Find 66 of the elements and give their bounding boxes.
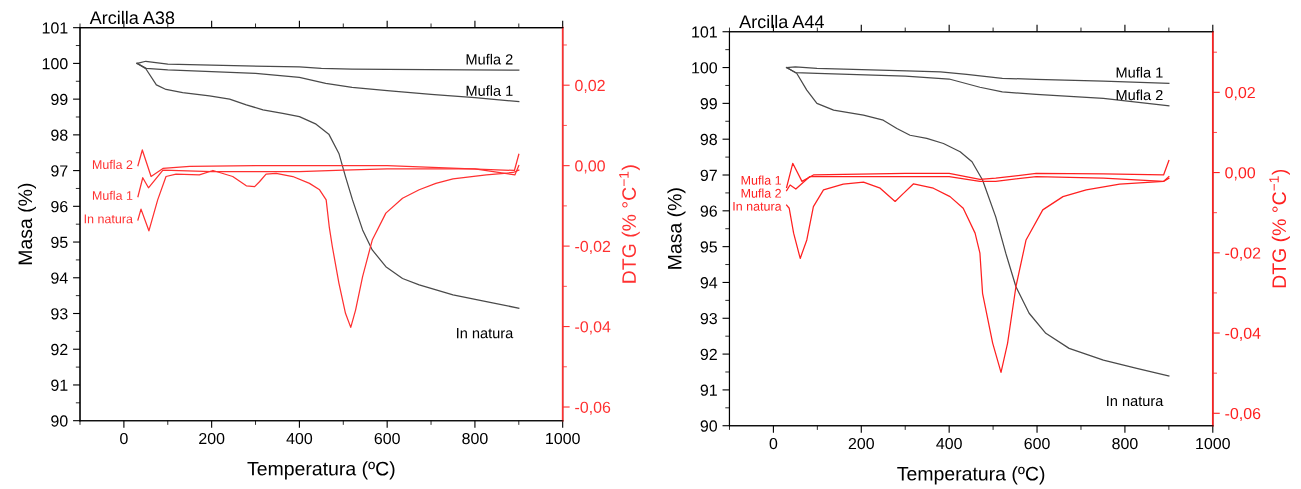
y2-tick-label: 0,02 <box>575 79 605 94</box>
y2-tick-label: 0,00 <box>575 160 605 174</box>
x-tick-label: 400 <box>286 432 313 445</box>
x-tick-label: 0 <box>769 437 778 450</box>
y2-tick-label: -0,04 <box>1225 327 1261 341</box>
y-tick-label: 98 <box>51 129 68 141</box>
y-tick-label: 94 <box>51 272 68 284</box>
x-tick-label: 200 <box>199 432 225 445</box>
y-tick-label: 92 <box>700 348 717 361</box>
x-tick-label: 400 <box>936 437 962 450</box>
series-label: Mufla 1 <box>466 85 513 96</box>
y-tick-label: 94 <box>700 277 718 289</box>
y-tick-label: 95 <box>51 236 68 248</box>
y-tick-label: 91 <box>700 384 717 396</box>
y-tick-label: 100 <box>42 58 68 70</box>
y2-tick-label: 0,02 <box>1225 86 1255 101</box>
y2-axis-title: DTG (% °C$^{−1}$) <box>1269 169 1290 288</box>
series-label: Mufla 1 <box>92 190 133 200</box>
y2-tick-label: 0,00 <box>1225 167 1256 181</box>
y-tick-label: 99 <box>700 98 717 110</box>
series-label: In natura <box>457 328 514 339</box>
y-tick-label: 101 <box>42 22 68 34</box>
series-label: Mufla 2 <box>466 53 513 65</box>
x-tick-label: 800 <box>462 432 488 445</box>
series-label: Mufla 2 <box>741 188 781 198</box>
y-tick-label: 101 <box>692 26 717 38</box>
y2-tick-label: -0,06 <box>575 401 611 415</box>
y-tick-label: 99 <box>51 93 68 106</box>
chart-title: Arcilla A44 <box>739 14 824 29</box>
y2-axis-title: DTG (% °C$^{−1}$) <box>619 165 640 283</box>
chart-title: Arcilla A38 <box>89 10 175 25</box>
y2-tick-label: -0,06 <box>1225 407 1261 422</box>
y-tick-label: 100 <box>692 62 718 74</box>
y-tick-label: 90 <box>51 415 68 427</box>
series-label: Mufla 1 <box>741 175 781 185</box>
y2-tick-label: -0,02 <box>1225 247 1261 261</box>
y-tick-label: 96 <box>51 200 68 213</box>
x-tick-label: 1000 <box>1196 437 1230 450</box>
y2-tick-label: -0,02 <box>575 240 611 254</box>
x-tick-label: 800 <box>1112 437 1138 450</box>
y-tick-label: 90 <box>700 420 718 432</box>
x-tick-label: 200 <box>848 437 874 450</box>
y-tick-label: 97 <box>700 169 717 181</box>
y-axis-title: Masa (%) <box>17 183 36 265</box>
x-axis-title: Temperatura (ºC) <box>247 461 395 480</box>
y-tick-label: 98 <box>700 133 717 146</box>
y-tick-label: 97 <box>51 165 68 177</box>
series-label: In natura <box>84 214 133 224</box>
y2-tick-label: -0,04 <box>575 321 611 335</box>
y-tick-label: 96 <box>700 205 717 217</box>
y-tick-label: 92 <box>51 343 68 356</box>
series-label: Mufla 1 <box>1116 66 1163 78</box>
y-tick-label: 93 <box>700 312 717 325</box>
series-label: In natura <box>1107 395 1164 407</box>
x-tick-label: 600 <box>1024 437 1050 450</box>
series-label: Mufla 2 <box>92 159 133 170</box>
y-axis-title: Masa (%) <box>667 188 686 269</box>
y-tick-label: 91 <box>51 379 68 391</box>
x-tick-label: 0 <box>120 432 128 445</box>
series-label: In natura <box>733 201 782 211</box>
y-tick-label: 93 <box>51 308 68 320</box>
series-label: Mufla 2 <box>1116 89 1163 101</box>
y-tick-label: 95 <box>700 241 717 253</box>
x-tick-label: 600 <box>374 432 400 445</box>
x-tick-label: 1000 <box>546 432 580 445</box>
x-axis-title: Temperatura (ºC) <box>897 466 1045 485</box>
